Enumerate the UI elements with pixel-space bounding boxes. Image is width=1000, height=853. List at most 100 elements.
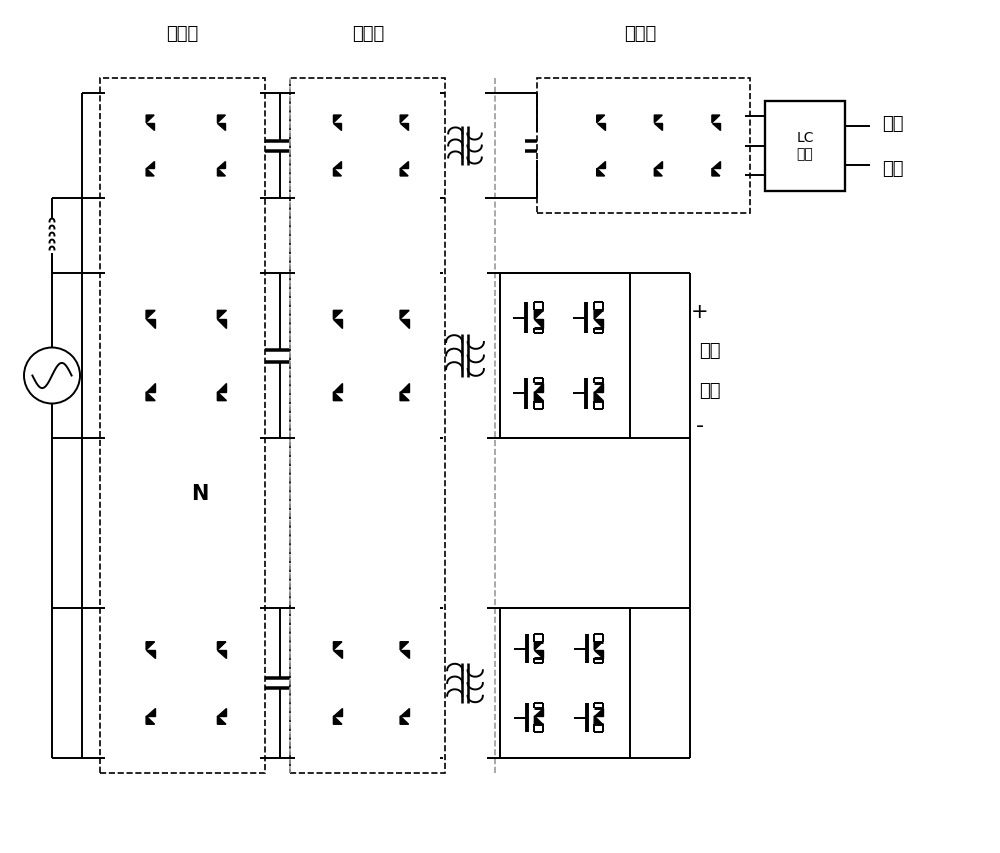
Polygon shape xyxy=(146,708,155,717)
Bar xyxy=(500,608,630,758)
Polygon shape xyxy=(146,717,155,724)
Polygon shape xyxy=(400,708,409,717)
Polygon shape xyxy=(146,650,155,659)
Polygon shape xyxy=(712,169,720,177)
Polygon shape xyxy=(400,717,409,724)
Polygon shape xyxy=(217,116,225,124)
Polygon shape xyxy=(333,642,342,650)
Bar xyxy=(105,608,260,758)
Polygon shape xyxy=(400,320,409,328)
Polygon shape xyxy=(594,311,603,320)
Polygon shape xyxy=(400,642,409,650)
Polygon shape xyxy=(217,161,225,169)
Polygon shape xyxy=(333,650,342,659)
Bar xyxy=(295,608,440,758)
Polygon shape xyxy=(333,392,342,401)
Polygon shape xyxy=(146,320,155,328)
Polygon shape xyxy=(597,116,605,124)
Polygon shape xyxy=(146,392,155,401)
Polygon shape xyxy=(654,161,662,169)
Polygon shape xyxy=(597,124,605,131)
Polygon shape xyxy=(217,650,226,659)
Polygon shape xyxy=(146,384,155,392)
Polygon shape xyxy=(712,124,720,131)
Polygon shape xyxy=(333,384,342,392)
Bar xyxy=(765,102,845,191)
Bar xyxy=(500,274,630,438)
Polygon shape xyxy=(654,124,662,131)
Polygon shape xyxy=(217,320,226,328)
Polygon shape xyxy=(217,384,226,392)
Polygon shape xyxy=(594,392,603,401)
Polygon shape xyxy=(333,169,341,177)
Text: -: - xyxy=(696,416,704,436)
Text: LC
滤波: LC 滤波 xyxy=(796,131,814,161)
Bar xyxy=(100,79,265,773)
Polygon shape xyxy=(217,169,225,177)
Polygon shape xyxy=(594,642,603,650)
Polygon shape xyxy=(534,717,543,724)
Text: 输出级: 输出级 xyxy=(624,25,656,43)
Bar xyxy=(105,94,260,199)
Polygon shape xyxy=(534,642,543,650)
Polygon shape xyxy=(146,169,154,177)
Polygon shape xyxy=(534,708,543,717)
Text: 中间级: 中间级 xyxy=(352,25,384,43)
Text: 交流: 交流 xyxy=(882,115,904,133)
Polygon shape xyxy=(217,708,226,717)
Text: N: N xyxy=(191,484,209,503)
Polygon shape xyxy=(217,717,226,724)
Polygon shape xyxy=(333,116,341,124)
Polygon shape xyxy=(333,708,342,717)
Polygon shape xyxy=(217,392,226,401)
Text: 微网: 微网 xyxy=(699,382,721,400)
Bar xyxy=(295,274,440,438)
Polygon shape xyxy=(400,650,409,659)
Polygon shape xyxy=(400,392,409,401)
Polygon shape xyxy=(400,169,408,177)
Bar xyxy=(105,274,260,438)
Bar xyxy=(565,94,745,199)
Text: 输入级: 输入级 xyxy=(166,25,198,43)
Text: 微网: 微网 xyxy=(882,160,904,177)
Bar xyxy=(290,79,445,773)
Polygon shape xyxy=(217,311,226,320)
Polygon shape xyxy=(594,650,603,659)
Polygon shape xyxy=(594,384,603,392)
Polygon shape xyxy=(333,161,341,169)
Polygon shape xyxy=(712,161,720,169)
Polygon shape xyxy=(217,124,225,131)
Polygon shape xyxy=(146,116,154,124)
Polygon shape xyxy=(534,311,543,320)
Bar xyxy=(537,79,750,214)
Polygon shape xyxy=(333,124,341,131)
Polygon shape xyxy=(534,392,543,401)
Polygon shape xyxy=(534,320,543,328)
Polygon shape xyxy=(597,161,605,169)
Polygon shape xyxy=(146,311,155,320)
Polygon shape xyxy=(333,717,342,724)
Bar xyxy=(295,94,440,199)
Polygon shape xyxy=(400,124,408,131)
Polygon shape xyxy=(400,161,408,169)
Polygon shape xyxy=(654,116,662,124)
Polygon shape xyxy=(594,717,603,724)
Polygon shape xyxy=(217,642,226,650)
Polygon shape xyxy=(146,124,154,131)
Polygon shape xyxy=(712,116,720,124)
Polygon shape xyxy=(333,320,342,328)
Text: +: + xyxy=(691,301,709,321)
Polygon shape xyxy=(594,320,603,328)
Polygon shape xyxy=(534,650,543,659)
Polygon shape xyxy=(594,708,603,717)
Polygon shape xyxy=(654,169,662,177)
Polygon shape xyxy=(400,384,409,392)
Polygon shape xyxy=(534,384,543,392)
Polygon shape xyxy=(146,161,154,169)
Polygon shape xyxy=(400,116,408,124)
Polygon shape xyxy=(146,642,155,650)
Polygon shape xyxy=(597,169,605,177)
Polygon shape xyxy=(400,311,409,320)
Text: 直流: 直流 xyxy=(699,342,721,360)
Polygon shape xyxy=(333,311,342,320)
